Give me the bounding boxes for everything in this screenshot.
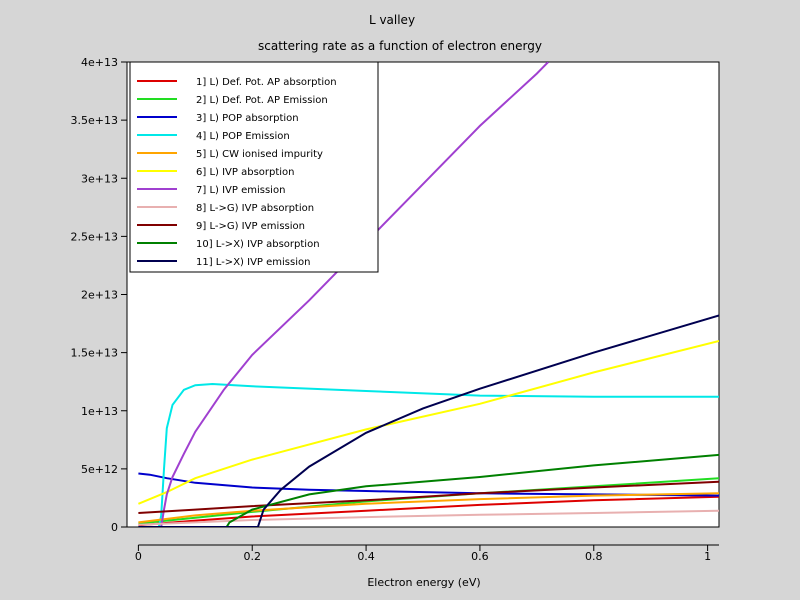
legend-label: 1] L) Def. Pot. AP absorption (196, 77, 337, 88)
y-tick-label: 2.5e+13 (71, 230, 118, 243)
x-axis-label: Electron energy (eV) (367, 576, 480, 589)
x-tick-label: 0.6 (471, 550, 489, 563)
series-line-6 (138, 340, 719, 505)
series-line-2 (138, 477, 719, 525)
legend-box (129, 61, 379, 273)
legend-label: 10] L->X) IVP absorption (196, 239, 320, 250)
series-line-4 (157, 382, 719, 527)
legend-label: 11] L->X) IVP emission (196, 257, 310, 268)
x-tick-label: 0.8 (585, 550, 603, 563)
chart-title: L valley (369, 13, 415, 27)
y-tick-label: 4e+13 (81, 56, 118, 69)
series-line-11 (138, 314, 719, 527)
y-tick-label: 5e+12 (81, 463, 118, 476)
legend-label: 4] L) POP Emission (196, 131, 290, 142)
y-tick-label: 3.5e+13 (71, 114, 118, 127)
x-tick-label: 0.4 (357, 550, 375, 563)
y-tick-label: 1e+13 (81, 405, 118, 418)
legend-label: 6] L) IVP absorption (196, 167, 295, 178)
y-tick-label: 1.5e+13 (71, 347, 118, 360)
legend-label: 2] L) Def. Pot. AP Emission (196, 95, 328, 106)
series-line-5 (138, 492, 719, 524)
legend-label: 3] L) POP absorption (196, 113, 299, 124)
x-tick-label: 1 (704, 550, 711, 563)
axes-layer: 0 5e+12 1e+13 1.5e+13 2e+13 2.5e+13 3e+13 3.5e+… (71, 56, 719, 563)
series-line-9 (138, 480, 719, 514)
y-tick-label: 3e+13 (81, 172, 118, 185)
legend-label: 5] L) CW ionised impurity (196, 149, 323, 160)
series-line-10 (138, 453, 719, 527)
x-tick-label: 0 (135, 550, 142, 563)
series-line-7 (160, 62, 549, 527)
legend: 1] L) Def. Pot. AP absorption 2] L) Def. … (129, 61, 379, 273)
series-line-1 (138, 495, 719, 527)
y-tick-label: 2e+13 (81, 289, 118, 302)
legend-label: 7] L) IVP emission (196, 185, 285, 196)
legend-label: 8] L->G) IVP absorption (196, 203, 314, 214)
legend-label: 9] L->G) IVP emission (196, 221, 305, 232)
series-layer (138, 62, 719, 527)
y-tick-label: 0 (111, 521, 118, 534)
chart-subtitle: scattering rate as a function of electro… (258, 39, 542, 53)
x-tick-label: 0.2 (243, 550, 261, 563)
